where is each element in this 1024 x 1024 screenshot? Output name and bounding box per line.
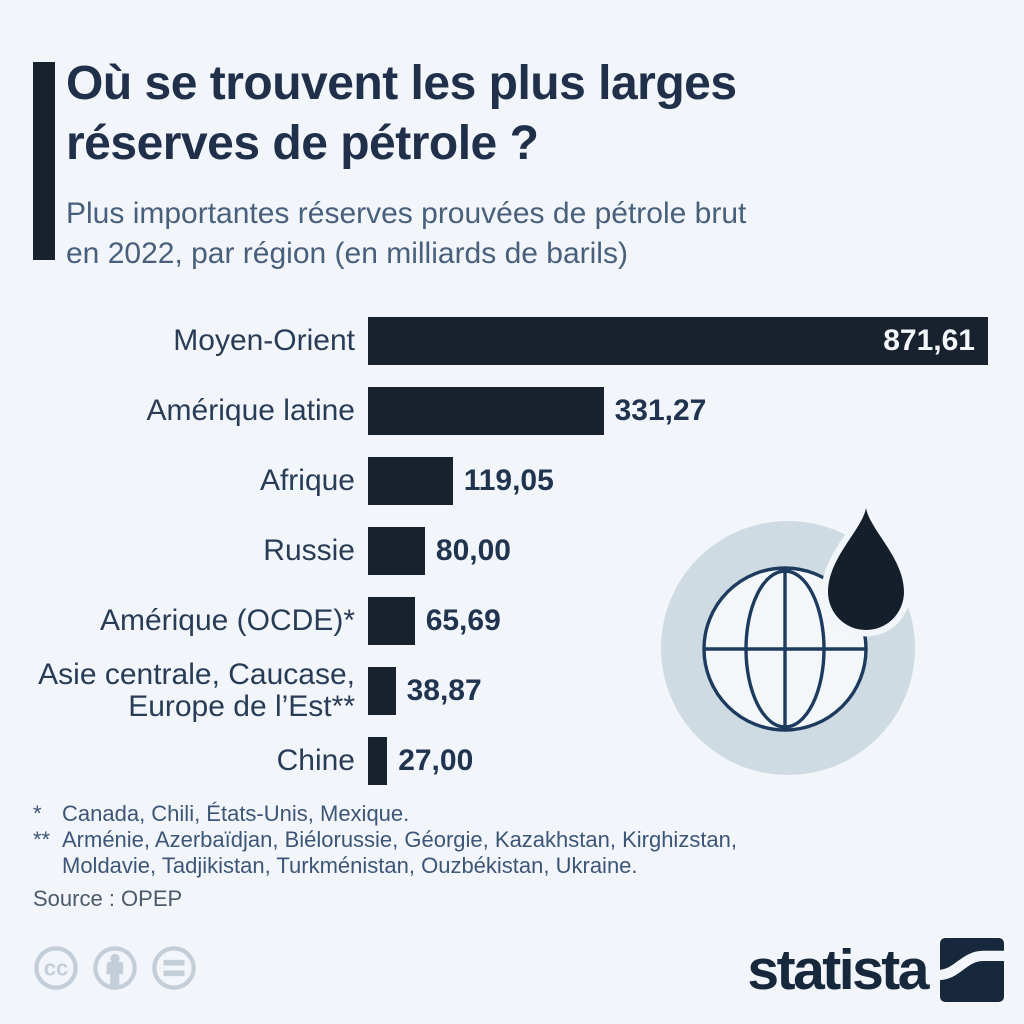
chart-row: Amérique (OCDE)* 65,69 xyxy=(20,586,1012,656)
source-label: Source : OPEP xyxy=(33,886,183,911)
statista-logo: statista xyxy=(747,938,1004,1002)
bar xyxy=(368,527,425,575)
bar: 871,61 xyxy=(368,317,988,365)
value-label: 27,00 xyxy=(398,744,474,777)
chart-row: Moyen-Orient 871,61 xyxy=(20,306,1012,376)
bar-area: 65,69 xyxy=(368,597,1012,645)
value-label: 38,87 xyxy=(406,674,482,707)
oil-drop-icon xyxy=(821,506,911,637)
chart-subtitle-line-2: en 2022, par région (en milliards de bar… xyxy=(66,237,628,270)
value-label: 331,27 xyxy=(614,394,707,427)
value-label: 65,69 xyxy=(425,604,501,637)
cc-by-person-icon xyxy=(93,946,137,990)
bar-area: 871,61 xyxy=(368,317,1012,365)
page-title: Où se trouvent les plus larges réserves … xyxy=(66,54,737,174)
footnote-marker: ** xyxy=(33,827,51,852)
chart-row: Asie centrale, Caucase, Europe de l’Est**… xyxy=(20,656,1012,726)
chart-row: Russie 80,00 xyxy=(20,516,1012,586)
bar-area: 119,05 xyxy=(368,457,1012,505)
bar xyxy=(368,457,453,505)
title-accent-bar xyxy=(33,62,55,260)
bar-area: 331,27 xyxy=(368,387,1012,435)
value-label: 119,05 xyxy=(463,464,554,497)
svg-text:cc: cc xyxy=(44,956,69,981)
category-label: Afrique xyxy=(259,464,355,497)
license-icons: cc xyxy=(33,945,197,991)
category-label: Chine xyxy=(276,744,355,777)
footnote: ** Arménie, Azerbaïdjan, Biélorussie, Géo… xyxy=(33,827,737,879)
category-label: Moyen-Orient xyxy=(173,324,355,357)
category-label: Russie xyxy=(263,534,355,567)
chart-row: Amérique latine 331,27 xyxy=(20,376,1012,446)
category-label: Asie centrale, Caucase, Europe de l’Est** xyxy=(38,658,355,723)
cc-nd-equals-icon xyxy=(152,946,196,990)
bar xyxy=(368,387,604,435)
bar-area: 38,87 xyxy=(368,667,1012,715)
globe-oil-illustration xyxy=(661,506,915,775)
footnote-marker: * xyxy=(33,801,42,826)
chart-subtitle: Plus importantes réserves prouvées de pé… xyxy=(66,194,746,274)
page-title-line-1: Où se trouvent les plus larges xyxy=(66,57,737,110)
bar-area: 80,00 xyxy=(368,527,1012,575)
statista-wordmark: statista xyxy=(747,938,929,1002)
footnotes: * Canada, Chili, États-Unis, Mexique. ** Ar… xyxy=(33,801,737,879)
chart-row: Afrique 119,05 xyxy=(20,446,1012,516)
bar xyxy=(368,597,415,645)
category-label: Amérique latine xyxy=(146,394,355,427)
category-label: Amérique (OCDE)* xyxy=(99,604,355,637)
bar xyxy=(368,667,396,715)
cc-icon: cc xyxy=(34,946,78,990)
page-title-line-2: réserves de pétrole ? xyxy=(66,117,539,170)
footnote-text: Arménie, Azerbaïdjan, Biélorussie, Géorg… xyxy=(62,827,738,878)
value-label: 80,00 xyxy=(435,534,511,567)
footnote-text: Canada, Chili, États-Unis, Mexique. xyxy=(62,801,410,826)
footnote: * Canada, Chili, États-Unis, Mexique. xyxy=(33,801,737,827)
bar xyxy=(368,737,388,785)
bar-chart: Moyen-Orient 871,61 Amérique latine 331,27 A… xyxy=(20,306,1012,796)
value-label: 871,61 xyxy=(883,324,975,357)
chart-subtitle-line-1: Plus importantes réserves prouvées de pé… xyxy=(66,197,747,230)
statista-logo-icon xyxy=(940,938,1004,1002)
bar-area: 27,00 xyxy=(368,737,1012,785)
chart-row: Chine 27,00 xyxy=(20,726,1012,796)
